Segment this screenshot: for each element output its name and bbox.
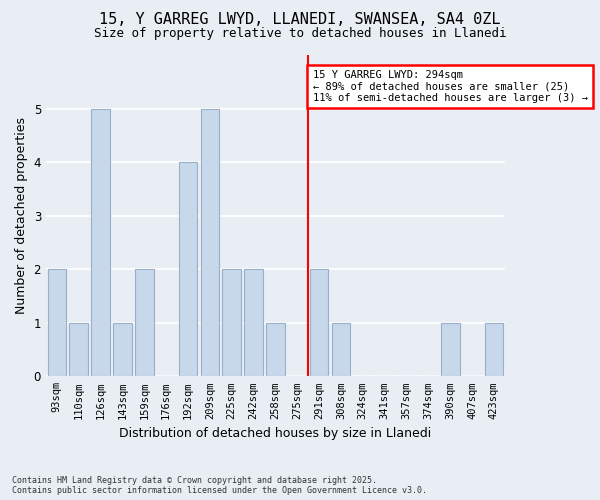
Bar <box>485 323 503 376</box>
Y-axis label: Number of detached properties: Number of detached properties <box>15 117 28 314</box>
Bar <box>70 323 88 376</box>
Bar <box>179 162 197 376</box>
Bar <box>244 269 263 376</box>
Bar <box>332 323 350 376</box>
Bar <box>113 323 131 376</box>
Text: Contains HM Land Registry data © Crown copyright and database right 2025.
Contai: Contains HM Land Registry data © Crown c… <box>12 476 427 495</box>
Bar <box>91 108 110 376</box>
Bar <box>310 269 328 376</box>
Bar <box>266 323 284 376</box>
Bar <box>135 269 154 376</box>
Text: Size of property relative to detached houses in Llanedi: Size of property relative to detached ho… <box>94 28 506 40</box>
Bar <box>441 323 460 376</box>
Bar <box>223 269 241 376</box>
Bar <box>200 108 219 376</box>
Text: 15, Y GARREG LWYD, LLANEDI, SWANSEA, SA4 0ZL: 15, Y GARREG LWYD, LLANEDI, SWANSEA, SA4… <box>99 12 501 28</box>
X-axis label: Distribution of detached houses by size in Llanedi: Distribution of detached houses by size … <box>119 427 431 440</box>
Bar <box>47 269 66 376</box>
Text: 15 Y GARREG LWYD: 294sqm
← 89% of detached houses are smaller (25)
11% of semi-d: 15 Y GARREG LWYD: 294sqm ← 89% of detach… <box>313 70 587 103</box>
